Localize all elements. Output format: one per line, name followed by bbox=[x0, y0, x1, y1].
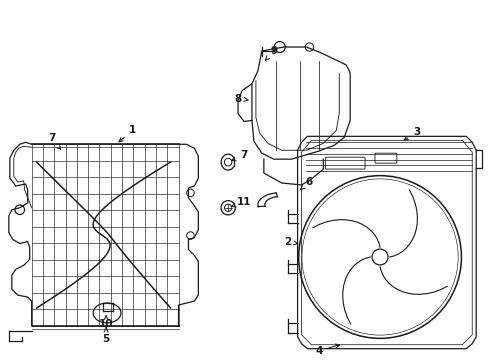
Text: 10: 10 bbox=[99, 316, 113, 329]
Text: 9: 9 bbox=[265, 46, 277, 60]
Text: 3: 3 bbox=[403, 127, 419, 140]
Text: 7: 7 bbox=[231, 150, 247, 161]
Circle shape bbox=[371, 249, 387, 265]
Text: 6: 6 bbox=[300, 177, 312, 189]
Text: 2: 2 bbox=[284, 237, 297, 247]
Text: 1: 1 bbox=[119, 125, 136, 142]
Text: 4: 4 bbox=[315, 344, 339, 356]
Text: 5: 5 bbox=[102, 328, 109, 344]
Text: 8: 8 bbox=[234, 94, 247, 104]
Text: 11: 11 bbox=[231, 197, 251, 207]
Text: 7: 7 bbox=[48, 133, 61, 149]
